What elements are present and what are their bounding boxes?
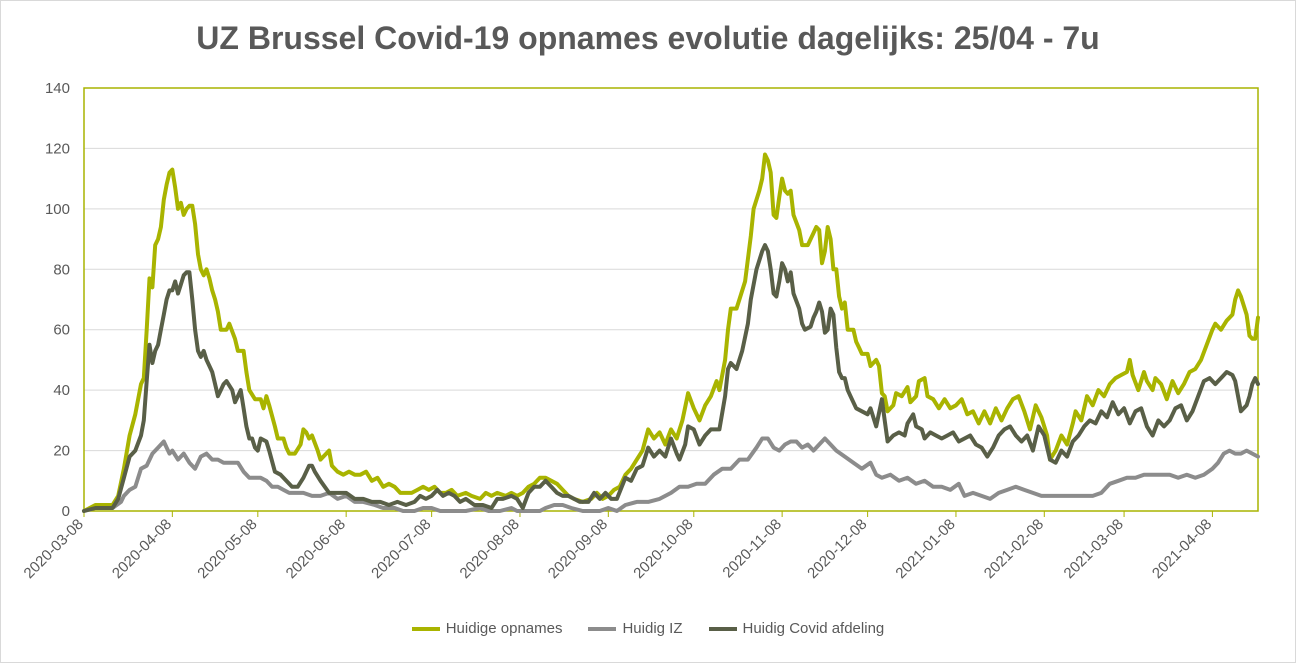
- legend-swatch: [708, 626, 737, 631]
- x-tick-label: 2020-05-08: [194, 516, 260, 582]
- x-tick-label: 2020-06-08: [283, 516, 349, 582]
- x-tick-label: 2021-04-08: [1149, 516, 1215, 582]
- x-tick-label: 2020-04-08: [109, 516, 175, 582]
- legend-label: Huidig IZ: [622, 620, 683, 637]
- y-tick-label: 40: [53, 382, 70, 399]
- y-tick-label: 0: [62, 503, 70, 520]
- plot-area-border: [83, 87, 1259, 512]
- y-tick-label: 80: [53, 261, 70, 278]
- gridlines: [84, 147, 1258, 452]
- y-tick-label: 60: [53, 322, 70, 339]
- x-tick-label: 2020-08-08: [457, 516, 523, 582]
- y-tick-label: 20: [53, 443, 70, 460]
- x-tick-label: 2020-10-08: [630, 516, 696, 582]
- x-tick-label: 2020-09-08: [545, 516, 611, 582]
- legend-label: Huidig Covid afdeling: [742, 620, 885, 637]
- series-lines: [82, 152, 1260, 513]
- y-tick-label: 120: [45, 140, 70, 157]
- legend: Huidige opnames Huidig IZ Huidig Covid afd…: [0, 620, 1296, 637]
- legend-item: Huidig Covid afdeling: [708, 620, 885, 637]
- x-tick-label: 2021-02-08: [981, 516, 1047, 582]
- x-tick-label: 2020-12-08: [804, 516, 870, 582]
- legend-swatch: [411, 626, 440, 631]
- legend-item: Huidige opnames: [411, 620, 563, 637]
- legend-item: Huidig IZ: [588, 620, 683, 637]
- x-tick-label: 2021-01-08: [892, 516, 958, 582]
- x-axis: 2020-03-08 2020-04-08 2020-05-08 2020-06-08…: [21, 511, 1215, 582]
- y-axis: 0 20 40 60 80 100 120 140: [45, 80, 70, 520]
- y-tick-label: 140: [45, 80, 70, 97]
- x-tick-label: 2020-03-08: [21, 516, 87, 582]
- series-line-huidig-iz: [82, 436, 1260, 513]
- x-tick-label: 2020-07-08: [368, 516, 434, 582]
- x-tick-label: 2021-03-08: [1061, 516, 1127, 582]
- y-tick-label: 100: [45, 201, 70, 218]
- legend-swatch: [588, 626, 617, 631]
- x-tick-label: 2020-11-08: [719, 516, 784, 581]
- series-line-huidige-opnames: [82, 152, 1260, 513]
- series-line-huidig-covid-afdeling: [82, 243, 1260, 513]
- legend-label: Huidige opnames: [445, 620, 563, 637]
- chart-title: UZ Brussel Covid-19 opnames evolutie dag…: [196, 20, 1100, 56]
